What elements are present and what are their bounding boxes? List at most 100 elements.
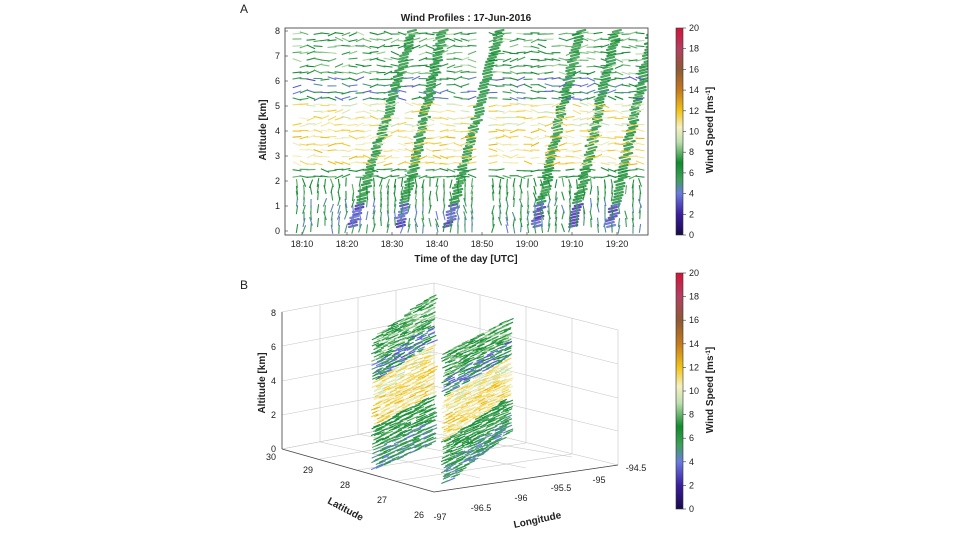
wind-barb	[397, 135, 407, 139]
colorbar-tick-label: 2	[689, 209, 694, 219]
wind-barb	[292, 71, 302, 74]
wind-barb-3d	[447, 371, 455, 376]
wind-barb	[397, 208, 409, 214]
wind-barb	[644, 48, 648, 52]
wind-barb-3d	[376, 419, 385, 424]
wind-barb-3d	[461, 436, 470, 441]
wind-barb	[593, 112, 604, 118]
wind-barb	[403, 40, 414, 46]
wind-barb	[334, 109, 344, 114]
chart-a-y-tick: 3	[275, 151, 280, 161]
wind-barb	[372, 210, 376, 220]
wind-barb	[418, 103, 428, 107]
wind-barb	[635, 45, 645, 48]
wind-barb	[635, 97, 645, 100]
wind-barb	[453, 31, 463, 36]
chart-b-lat-tick: 29	[303, 465, 313, 475]
wind-barb	[561, 204, 565, 214]
wind-barb-3d	[373, 346, 381, 351]
wind-barb-3d	[375, 344, 383, 349]
wind-barb	[610, 202, 621, 208]
wind-barb	[369, 156, 379, 159]
wind-barb-3d	[473, 435, 481, 440]
wind-barb-3d	[462, 463, 470, 468]
chart-a-x-tick: 19:20	[606, 239, 629, 249]
wind-barb	[409, 157, 421, 163]
wind-barb-3d	[402, 404, 410, 409]
wind-barb	[341, 71, 351, 74]
wind-barb	[610, 192, 614, 202]
wind-barb	[376, 160, 386, 165]
wind-barb-3d	[504, 422, 512, 427]
wind-barb	[562, 82, 573, 88]
wind-barb-3d	[485, 373, 493, 378]
wind-barb-3d	[397, 334, 406, 339]
wind-barb	[393, 203, 397, 213]
wind-barb-3d	[502, 422, 510, 427]
wind-barb-3d	[506, 317, 514, 322]
wind-barb-3d	[394, 429, 403, 434]
wind-barb-3d	[401, 329, 410, 334]
wind-barb	[604, 55, 616, 61]
wind-barb	[539, 211, 545, 220]
wind-barb	[607, 116, 617, 119]
wind-barb	[432, 142, 442, 145]
wind-barb	[635, 128, 645, 133]
wind-barb	[569, 198, 571, 208]
wind-barb	[320, 143, 330, 146]
wind-barb-3d	[383, 415, 391, 420]
wind-barb-3d	[489, 384, 497, 389]
wind-barb-3d	[485, 346, 493, 351]
wind-barb	[292, 32, 302, 35]
wind-barb-3d	[410, 313, 418, 318]
wind-barb	[348, 50, 358, 55]
wind-barb	[446, 64, 456, 69]
wind-barb	[572, 44, 582, 48]
wind-barb	[306, 69, 316, 75]
wind-barb	[613, 178, 624, 184]
wind-barb	[643, 60, 648, 64]
wind-barb-3d	[376, 336, 385, 341]
wind-barb	[422, 224, 424, 234]
wind-barb	[365, 190, 369, 200]
wind-barb	[553, 127, 564, 133]
colorbar-tick-label: 6	[689, 433, 694, 443]
wind-barb-3d	[497, 397, 505, 402]
wind-barb-3d	[455, 432, 463, 437]
wind-barb-3d	[392, 352, 400, 357]
wind-barb-3d	[481, 390, 489, 395]
wind-barb	[384, 109, 396, 115]
wind-barb	[502, 129, 512, 132]
wind-barb-3d	[472, 387, 480, 392]
wind-barb-3d	[428, 411, 436, 416]
wind-barb	[505, 205, 509, 215]
wind-barb	[381, 118, 392, 124]
wind-barb	[403, 43, 414, 49]
wind-barb	[607, 78, 617, 82]
wind-barb	[592, 118, 603, 124]
wind-barb	[644, 36, 648, 40]
wind-barb-3d	[445, 389, 453, 394]
wind-barb	[579, 122, 589, 126]
wind-barb	[446, 124, 456, 127]
chart-b-colorbar	[675, 272, 684, 510]
wind-barb	[348, 155, 358, 160]
wind-barb	[572, 149, 582, 153]
wind-barb	[418, 64, 428, 67]
wind-barb	[308, 179, 314, 189]
wind-barb	[607, 50, 617, 55]
wind-barb-3d	[407, 353, 415, 358]
wind-barb	[411, 96, 421, 100]
wind-barb	[516, 121, 526, 127]
wind-barb-3d	[397, 450, 405, 456]
wind-barb	[432, 71, 442, 74]
wind-barb	[351, 184, 355, 194]
wind-barb-3d	[390, 322, 399, 327]
wind-barb	[551, 58, 561, 62]
wind-barb-3d	[427, 332, 436, 337]
wind-barb	[330, 203, 334, 213]
wind-barb-3d	[390, 383, 398, 388]
wind-barb-3d	[486, 365, 494, 370]
chart-b-lon-tick: -96.5	[471, 503, 492, 513]
wind-barb-3d	[404, 345, 412, 350]
